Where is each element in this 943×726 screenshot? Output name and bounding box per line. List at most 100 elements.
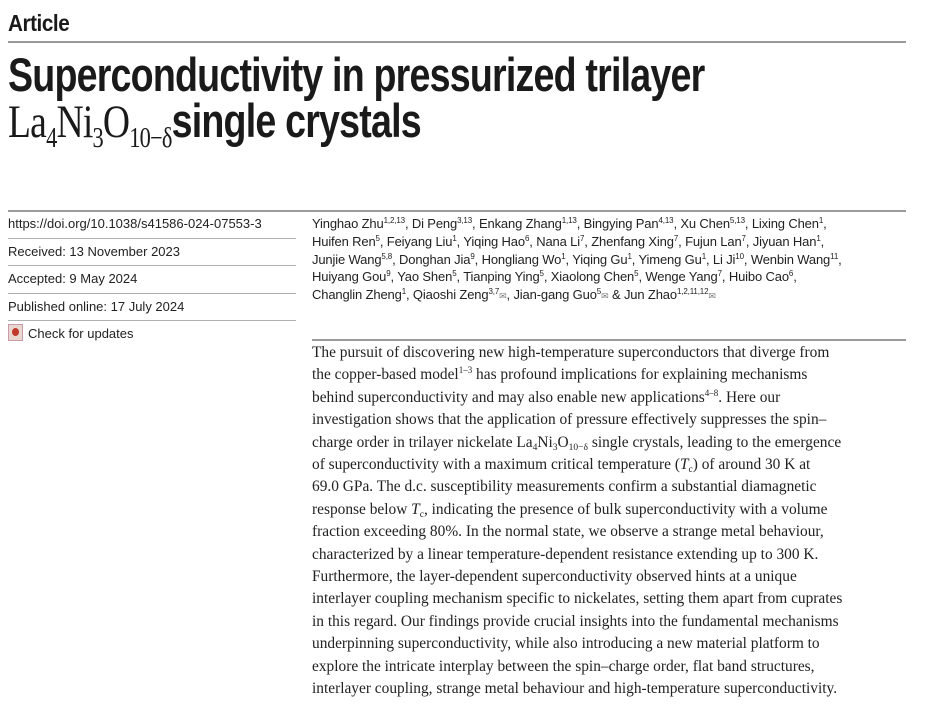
title-line-1: Superconductivity in pressurized trilaye… — [8, 48, 705, 101]
affiliation-superscript: 1,2,13 — [383, 216, 405, 225]
abstract-line: of superconductivity with a maximum crit… — [312, 454, 842, 476]
affiliation-superscript: 1 — [452, 233, 457, 243]
affiliation-superscript: 6 — [788, 269, 794, 279]
abstract-text: fraction exceeding 80%. In the normal st… — [312, 523, 824, 541]
author-name: , Li Ji — [706, 251, 736, 267]
abstract-line: fraction exceeding 80%. In the normal st… — [312, 521, 842, 543]
author-name: , — [823, 216, 827, 231]
affiliation-superscript: 1 — [401, 287, 406, 297]
title-line-2: La4Ni3O10−δsingle crystals — [8, 96, 704, 153]
abstract-text: single crystals, leading to the emergenc… — [588, 433, 842, 451]
author-name: , Yao Shen — [390, 269, 453, 285]
check-for-updates-label: Check for updates — [28, 326, 134, 341]
author-line: Yinghao Zhu1,2,13, Di Peng3,13, Enkang Z… — [312, 215, 842, 233]
abstract-text: in this regard. Our findings provide cru… — [312, 612, 839, 630]
affiliation-superscript: 11 — [830, 251, 839, 261]
abstract-line: The pursuit of discovering new high-temp… — [312, 342, 842, 364]
abstract-text: The pursuit of discovering new high-temp… — [312, 344, 830, 361]
author-name: , Yimeng Gu — [631, 251, 702, 267]
affiliation-superscript: 5 — [634, 269, 639, 279]
received-date: Received: 13 November 2023 — [8, 239, 296, 266]
author-name: , Bingying Pan — [576, 216, 659, 231]
affiliation-superscript: 10 — [735, 251, 744, 261]
affiliation-superscript: 4,13 — [658, 216, 674, 225]
abstract-line: investigation shows that the application… — [312, 409, 842, 431]
abstract-text: ) of around 30 K at — [692, 456, 811, 474]
abstract-text: T — [411, 500, 420, 518]
author-name: , Feiyang Liu — [379, 233, 453, 249]
accepted-date: Accepted: 9 May 2024 — [8, 266, 296, 294]
abstract-line: explore the intricate interplay between … — [312, 656, 842, 678]
email-icon[interactable]: ✉ — [601, 291, 609, 302]
affiliation-superscript: 5 — [596, 287, 602, 297]
meta-divider — [8, 210, 906, 212]
affiliation-superscript: 7 — [741, 233, 746, 243]
author-line: Huiyang Gou9, Yao Shen5, Tianping Ying5,… — [312, 268, 842, 286]
author-name: , — [793, 269, 797, 285]
author-name: , Wenge Yang — [638, 269, 718, 285]
author-name: , Enkang Zhang — [472, 216, 562, 231]
affiliation-superscript: 9 — [386, 269, 391, 279]
author-name: , — [820, 233, 825, 249]
author-name: Huifen Ren — [312, 233, 376, 249]
author-name: , Xu Chen — [673, 216, 730, 231]
abstract-line: charge order in trilayer nickelate La4Ni… — [312, 432, 842, 454]
abstract-text: 69.0 GPa. The d.c. susceptibility measur… — [312, 478, 817, 496]
crossmark-icon — [8, 324, 23, 341]
author-name: , Tianping Ying — [456, 269, 540, 285]
author-name: , Lixing Chen — [744, 216, 819, 231]
abstract-line: interlayer coupling mechanism specific t… — [312, 588, 842, 610]
affiliation-superscript: 1 — [818, 216, 824, 225]
abstract-text: . Here our — [718, 388, 781, 406]
title-formula: La4Ni3O10−δ — [8, 96, 172, 153]
abstract-line: in this regard. Our findings provide cru… — [312, 611, 842, 633]
author-line: Junjie Wang5,8, Donghan Jia9, Hongliang … — [312, 251, 842, 269]
affiliation-superscript: 1 — [627, 251, 632, 261]
abstract-line: response below Tc, indicating the presen… — [312, 499, 842, 521]
abstract-text: interlayer coupling, strange metal behav… — [312, 680, 838, 698]
abstract: The pursuit of discovering new high-temp… — [312, 342, 842, 701]
header-divider — [8, 41, 906, 43]
author-name: , Qiaoshi Zeng — [406, 287, 489, 303]
abstract-text: Ni — [537, 433, 553, 451]
author-name: , Hongliang Wo — [474, 251, 562, 267]
affiliation-superscript: 9 — [470, 251, 475, 261]
abstract-text: behind superconductivity and may also en… — [312, 388, 705, 406]
abstract-text: underpinning superconductivity, while al… — [312, 635, 820, 653]
abstract-line: the copper-based model1–3 has profound i… — [312, 364, 842, 386]
formula-part: La — [8, 96, 47, 148]
abstract-line: interlayer coupling, strange metal behav… — [312, 678, 842, 700]
author-name: Yinghao Zhu — [312, 216, 384, 231]
affiliation-superscript: 1,2,11,12 — [676, 287, 709, 297]
abstract-text: 3 — [552, 442, 558, 453]
author-name: , Xiaolong Chen — [543, 269, 635, 285]
article-title: Superconductivity in pressurized trilaye… — [8, 48, 705, 153]
abstract-text: explore the intricate interplay between … — [312, 657, 815, 675]
check-for-updates-link[interactable]: Check for updates — [8, 321, 296, 348]
abstract-line: characterized by a linear temperature-de… — [312, 544, 842, 566]
author-name: , Wenbin Wang — [743, 251, 831, 267]
affiliation-superscript: 7 — [579, 233, 585, 243]
abstract-divider — [312, 339, 906, 341]
published-date: Published online: 17 July 2024 — [8, 294, 296, 321]
email-icon[interactable]: ✉ — [499, 291, 507, 302]
author-name: , Yiqing Hao — [456, 233, 525, 249]
abstract-text: , indicating the presence of bulk superc… — [423, 500, 828, 518]
abstract-text: T — [679, 456, 689, 474]
author-line: Huifen Ren5, Feiyang Liu1, Yiqing Hao6, … — [312, 233, 842, 251]
affiliation-superscript: 1,13 — [561, 216, 577, 225]
author-name: , Donghan Jia — [392, 251, 471, 267]
abstract-text: the copper-based model — [312, 366, 459, 384]
formula-part: 10−δ — [129, 123, 172, 154]
formula-part: Ni — [56, 96, 93, 148]
author-name: , Fujun Lan — [678, 233, 742, 249]
abstract-line: behind superconductivity and may also en… — [312, 387, 842, 409]
formula-part: O — [102, 96, 130, 148]
abstract-text: response below — [312, 500, 412, 518]
author-name: & Jun Zhao — [608, 287, 677, 303]
email-icon[interactable]: ✉ — [708, 291, 716, 302]
affiliation-superscript: 5 — [539, 269, 544, 279]
doi-link[interactable]: https://doi.org/10.1038/s41586-024-07553… — [8, 211, 296, 239]
article-type-label: Article — [8, 10, 70, 36]
affiliation-superscript: 1 — [561, 251, 566, 261]
